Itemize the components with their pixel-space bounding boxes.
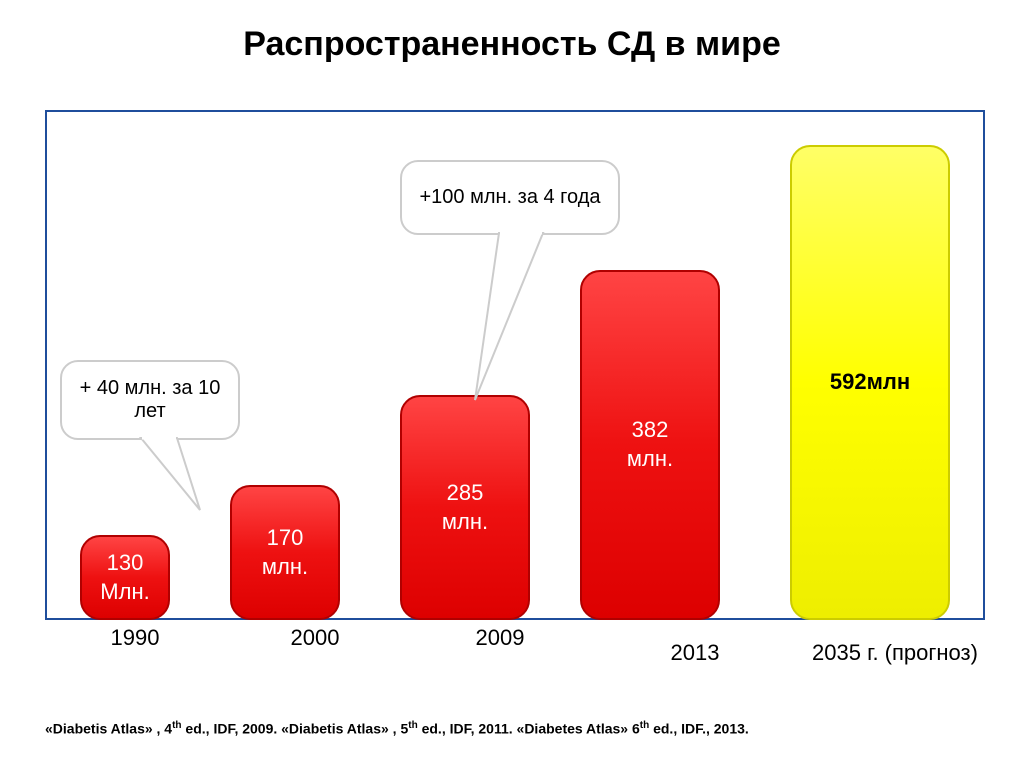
- bar-label-0: 130Млн.: [100, 549, 149, 606]
- year-label-2: 2009: [420, 625, 580, 651]
- year-label-3: 2013: [610, 640, 780, 666]
- bar-label-2: 285млн.: [442, 479, 488, 536]
- year-label-1: 2000: [245, 625, 385, 651]
- bar-1: 170млн.: [230, 485, 340, 620]
- bar-2: 285млн.: [400, 395, 530, 620]
- bar-label-4: 592млн: [830, 368, 910, 397]
- year-label-4: 2035 г. (прогноз): [800, 640, 990, 666]
- bar-label-1: 170млн.: [262, 524, 308, 581]
- year-label-0: 1990: [75, 625, 195, 651]
- bar-4: 592млн: [790, 145, 950, 620]
- citation-text: «Diabetis Atlas» , 4th ed., IDF, 2009. «…: [45, 720, 749, 737]
- chart-title: Распространенность СД в мире: [0, 0, 1024, 79]
- callout-1: +100 млн. за 4 года: [400, 160, 620, 235]
- bar-3: 382млн.: [580, 270, 720, 620]
- callout-0: + 40 млн. за 10 лет: [60, 360, 240, 440]
- bar-0: 130Млн.: [80, 535, 170, 620]
- bar-label-3: 382млн.: [627, 416, 673, 473]
